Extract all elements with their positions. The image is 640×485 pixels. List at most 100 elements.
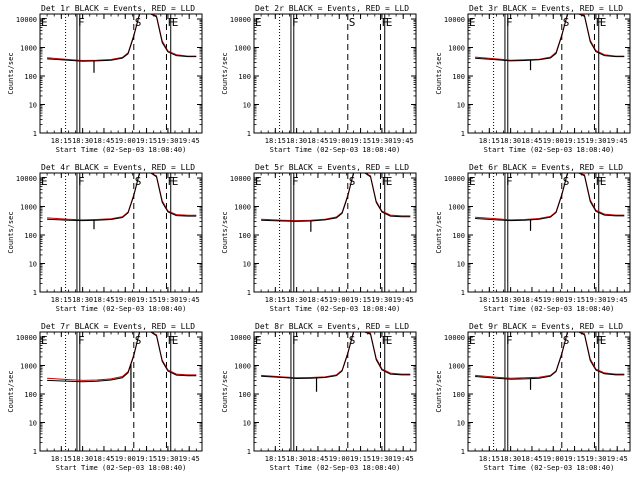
y-tick-label: 1000: [234, 204, 251, 212]
y-tick-label: 10: [457, 420, 465, 428]
marker-label: E: [41, 334, 48, 347]
detector-panel-7: Det 7r BLACK = Events, RED = LLD 1 10 100 10…: [7, 322, 203, 472]
y-axis-label: Counts/sec: [221, 211, 229, 253]
x-tick-label: 19:30: [585, 296, 606, 304]
y-tick-label: 100: [24, 73, 37, 81]
marker-label: E: [255, 175, 262, 188]
marker-label: S: [135, 16, 142, 29]
panel-title: Det 1r BLACK = Events, RED = LLD: [41, 4, 195, 13]
x-tick-label: 19:15: [350, 455, 371, 463]
plot-frame: [467, 172, 631, 293]
y-tick-label: 100: [452, 73, 465, 81]
x-tick-label: 18:15: [265, 455, 286, 463]
x-tick-label: 18:45: [521, 455, 542, 463]
x-tick-label: 18:15: [479, 296, 500, 304]
marker-label: E: [386, 16, 393, 29]
x-tick-label: 18:30: [500, 455, 521, 463]
events-series-line: [475, 331, 625, 380]
detector-panel-6: Det 6r BLACK = Events, RED = LLD 1 10 100 10…: [435, 163, 631, 313]
y-tick-label: 10: [29, 420, 37, 428]
y-tick-label: 1: [33, 448, 37, 456]
y-tick-label: 100: [238, 391, 251, 399]
y-tick-label: 10: [457, 102, 465, 110]
events-series-line: [261, 331, 411, 380]
x-tick-label: 19:30: [157, 455, 178, 463]
marker-label: E: [255, 334, 262, 347]
x-tick-label: 18:45: [93, 455, 114, 463]
marker-label: S: [349, 175, 356, 188]
x-tick-label: 19:45: [179, 296, 200, 304]
y-tick-label: 100: [238, 232, 251, 240]
x-tick-label: 19:15: [564, 137, 585, 145]
x-axis-label: Start Time (02-Sep-03 18:08:40): [56, 305, 187, 313]
y-tick-label: 10000: [230, 175, 251, 183]
marker-label: E: [600, 334, 607, 347]
plot-frame: [253, 331, 417, 452]
x-tick-label: 19:00: [329, 296, 350, 304]
marker-label: F: [292, 334, 299, 347]
y-tick-label: 10000: [230, 334, 251, 342]
y-axis-label: Counts/sec: [435, 211, 443, 253]
y-tick-label: 1000: [448, 45, 465, 53]
x-tick-label: 18:15: [51, 137, 72, 145]
y-tick-label: 10: [457, 261, 465, 269]
marker-label: S: [349, 16, 356, 29]
marker-label: E: [600, 16, 607, 29]
y-tick-label: 1000: [234, 363, 251, 371]
y-tick-label: 1: [247, 448, 251, 456]
x-tick-label: 19:45: [393, 137, 414, 145]
y-tick-label: 1000: [448, 363, 465, 371]
marker-label: S: [563, 175, 570, 188]
plot-frame: [39, 172, 203, 293]
y-axis-label: Counts/sec: [221, 52, 229, 94]
y-tick-label: 1: [461, 289, 465, 297]
x-tick-label: 19:00: [115, 455, 136, 463]
x-axis-label: Start Time (02-Sep-03 18:08:40): [56, 146, 187, 154]
detector-panel-4: Det 4r BLACK = Events, RED = LLD 1 10 100 10…: [7, 163, 203, 313]
marker-label: S: [563, 16, 570, 29]
marker-label: E: [386, 175, 393, 188]
x-tick-label: 19:45: [179, 455, 200, 463]
y-tick-label: 1: [247, 130, 251, 138]
x-axis-label: Start Time (02-Sep-03 18:08:40): [270, 305, 401, 313]
y-tick-label: 1: [33, 289, 37, 297]
x-tick-label: 18:30: [286, 137, 307, 145]
x-tick-label: 19:00: [543, 455, 564, 463]
marker-label: E: [41, 16, 48, 29]
panel-title: Det 2r BLACK = Events, RED = LLD: [255, 4, 409, 13]
marker-label: S: [349, 334, 356, 347]
y-tick-label: 100: [24, 232, 37, 240]
marker-label: E: [469, 16, 476, 29]
panel-title: Det 8r BLACK = Events, RED = LLD: [255, 322, 409, 331]
marker-label: S: [563, 334, 570, 347]
y-tick-label: 10000: [444, 175, 465, 183]
y-tick-label: 10: [243, 261, 251, 269]
x-axis-label: Start Time (02-Sep-03 18:08:40): [484, 464, 615, 472]
x-axis-label: Start Time (02-Sep-03 18:08:40): [56, 464, 187, 472]
x-axis-label: Start Time (02-Sep-03 18:08:40): [484, 146, 615, 154]
y-tick-label: 1000: [234, 45, 251, 53]
x-tick-label: 19:45: [393, 455, 414, 463]
panel-title: Det 9r BLACK = Events, RED = LLD: [469, 322, 623, 331]
x-tick-label: 19:15: [564, 455, 585, 463]
marker-label: E: [386, 334, 393, 347]
x-tick-label: 18:30: [500, 137, 521, 145]
x-tick-label: 19:45: [179, 137, 200, 145]
x-tick-label: 19:00: [115, 137, 136, 145]
y-axis-label: Counts/sec: [435, 370, 443, 412]
y-tick-label: 100: [452, 232, 465, 240]
panel-title: Det 6r BLACK = Events, RED = LLD: [469, 163, 623, 172]
y-tick-label: 10000: [16, 16, 37, 24]
detector-panel-8: Det 8r BLACK = Events, RED = LLD 1 10 100 10…: [221, 322, 417, 472]
x-tick-label: 18:45: [521, 137, 542, 145]
x-tick-label: 19:30: [371, 455, 392, 463]
x-tick-label: 19:15: [564, 296, 585, 304]
x-tick-label: 19:30: [585, 455, 606, 463]
x-tick-label: 18:15: [479, 455, 500, 463]
y-tick-label: 100: [452, 391, 465, 399]
x-tick-label: 18:45: [307, 296, 328, 304]
plot-frame: [39, 331, 203, 452]
x-tick-label: 18:45: [521, 296, 542, 304]
x-tick-label: 18:30: [286, 296, 307, 304]
